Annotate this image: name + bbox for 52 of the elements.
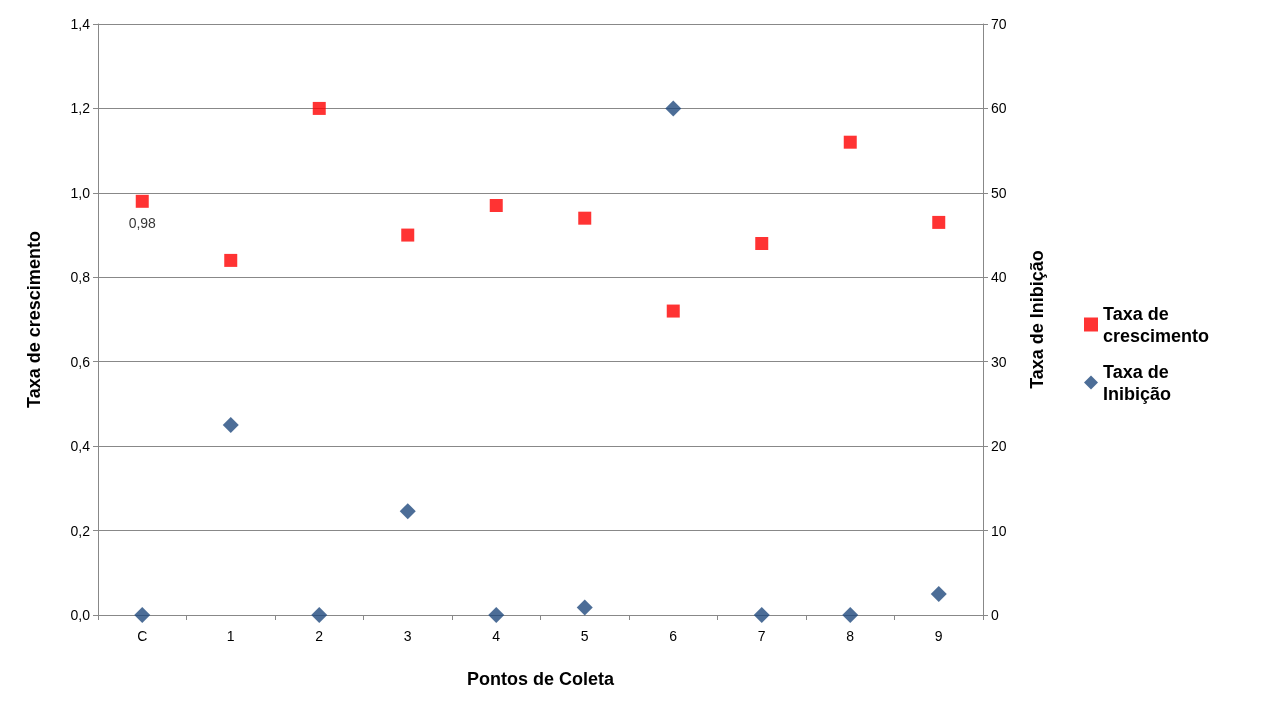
y-tick-label: 1,2 <box>70 100 91 117</box>
point <box>666 304 680 318</box>
y2-tick-label: 20 <box>991 438 1007 455</box>
point <box>576 599 593 616</box>
point <box>135 194 149 208</box>
y-tick-label: 1,0 <box>70 184 91 201</box>
point <box>489 199 503 213</box>
y2-tick-label: 60 <box>991 100 1007 117</box>
y2-tick-label: 10 <box>991 522 1007 539</box>
point <box>843 135 857 149</box>
y-tick-label: 0,2 <box>70 522 91 539</box>
point <box>753 607 770 623</box>
y-tick-label: 0,8 <box>70 269 91 286</box>
y-tick-label: 0,6 <box>70 353 91 370</box>
legend-label: Taxa de crescimento <box>1103 303 1210 346</box>
x-tick-label: 5 <box>580 628 589 644</box>
x-tick-label: 6 <box>669 628 678 644</box>
y2-axis-title: Taxa de Inibição <box>1027 250 1047 389</box>
y2-tick-label: 40 <box>991 269 1007 286</box>
point <box>134 607 151 623</box>
x-tick-label: 4 <box>492 628 501 644</box>
x-tick-label: 8 <box>846 628 855 644</box>
y-tick-label: 0,0 <box>70 607 91 623</box>
point <box>311 607 328 623</box>
point <box>578 211 592 225</box>
point <box>932 215 946 229</box>
point <box>488 607 505 623</box>
x-tick-label: 9 <box>934 628 943 644</box>
point <box>222 417 239 434</box>
point <box>930 585 947 602</box>
y2-tick-label: 30 <box>991 353 1007 370</box>
legend-label: Taxa de Inibição <box>1103 361 1174 404</box>
y-tick-label: 1,4 <box>70 16 91 32</box>
x-tick-label: 7 <box>757 628 766 644</box>
point <box>312 101 326 115</box>
point <box>224 253 238 267</box>
data-label: 0,98 <box>128 214 157 231</box>
x-tick-label: 2 <box>315 628 324 644</box>
point <box>842 607 859 623</box>
x-tick-label: 3 <box>403 628 412 644</box>
point <box>665 100 682 117</box>
point <box>399 503 416 520</box>
x-tick-label: 1 <box>226 628 235 644</box>
y2-tick-label: 0 <box>991 607 999 623</box>
y-axis-title: Taxa de crescimento <box>24 231 44 408</box>
point <box>401 228 415 242</box>
x-axis-title: Pontos de Coleta <box>466 669 615 689</box>
y-tick-label: 0,4 <box>70 438 91 455</box>
x-tick-label: C <box>137 628 148 644</box>
point <box>755 237 769 251</box>
y2-tick-label: 70 <box>991 16 1007 32</box>
y2-tick-label: 50 <box>991 184 1007 201</box>
